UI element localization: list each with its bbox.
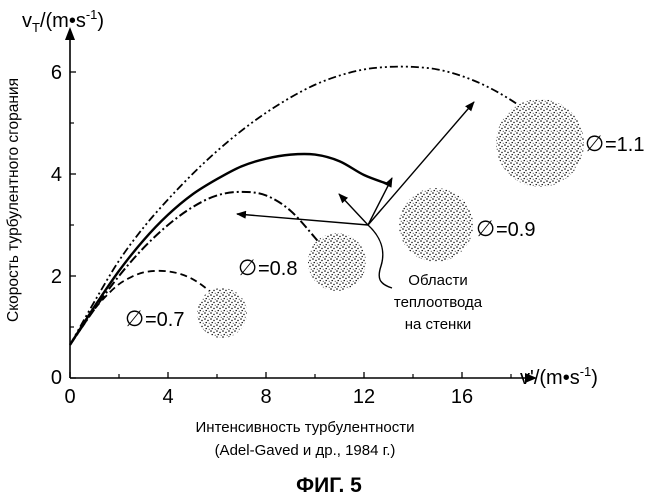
svg-text:∅: ∅ [238, 255, 257, 280]
flame-circle-1.1 [496, 99, 584, 187]
phi-label-0.8: ∅ =0.8 [238, 255, 297, 280]
flame-circle-0.9 [399, 188, 473, 262]
y-axis-unit: vT/(m•s-1) [22, 7, 104, 35]
y-tick-label: 6 [51, 62, 62, 84]
annotation-leader [368, 225, 392, 288]
x-tick-label: 0 [64, 386, 75, 408]
chart: 0 4 8 12 16 2 4 6 0 vT/(m•s-1) v'/(m•s-1) Скорос… [0, 0, 659, 500]
phi-label-0.9: ∅ =0.9 [476, 216, 535, 241]
figure-caption: ФИГ. 5 [296, 474, 362, 497]
x-tick-label: 12 [353, 386, 375, 408]
x-tick-label: 8 [260, 386, 271, 408]
y-tick-label: 4 [51, 164, 62, 186]
svg-text:=0.9: =0.9 [496, 219, 535, 241]
x-axis-source: (Adel-Gaved и др., 1984 г.) [215, 442, 396, 459]
svg-text:=0.8: =0.8 [258, 258, 297, 280]
annotation-line-1: Области [408, 272, 467, 289]
phi-label-0.7: ∅ =0.7 [125, 306, 184, 331]
y-tick-label: 0 [51, 367, 62, 389]
x-axis-unit: v'/(m•s-1) [520, 364, 598, 389]
y-tick-label: 2 [51, 266, 62, 288]
svg-text:=1.1: =1.1 [605, 134, 644, 156]
x-tick-label: 16 [451, 386, 473, 408]
annotation-line-3: на стенки [405, 316, 472, 333]
x-axis-title: Интенсивность турбулентности [196, 419, 415, 436]
x-tick-label: 4 [162, 386, 173, 408]
y-axis-title: Скорость турбулентного сгорания [5, 78, 22, 322]
phi-label-1.1: ∅ =1.1 [585, 131, 644, 156]
svg-text:=0.7: =0.7 [145, 309, 184, 331]
annotation-line-2: теплоотвода [394, 294, 483, 311]
arrow-up-left [339, 194, 368, 225]
flame-circle-0.7 [197, 288, 247, 338]
svg-text:∅: ∅ [125, 306, 144, 331]
svg-text:∅: ∅ [585, 131, 604, 156]
svg-text:∅: ∅ [476, 216, 495, 241]
flame-circle-0.8 [308, 233, 366, 291]
